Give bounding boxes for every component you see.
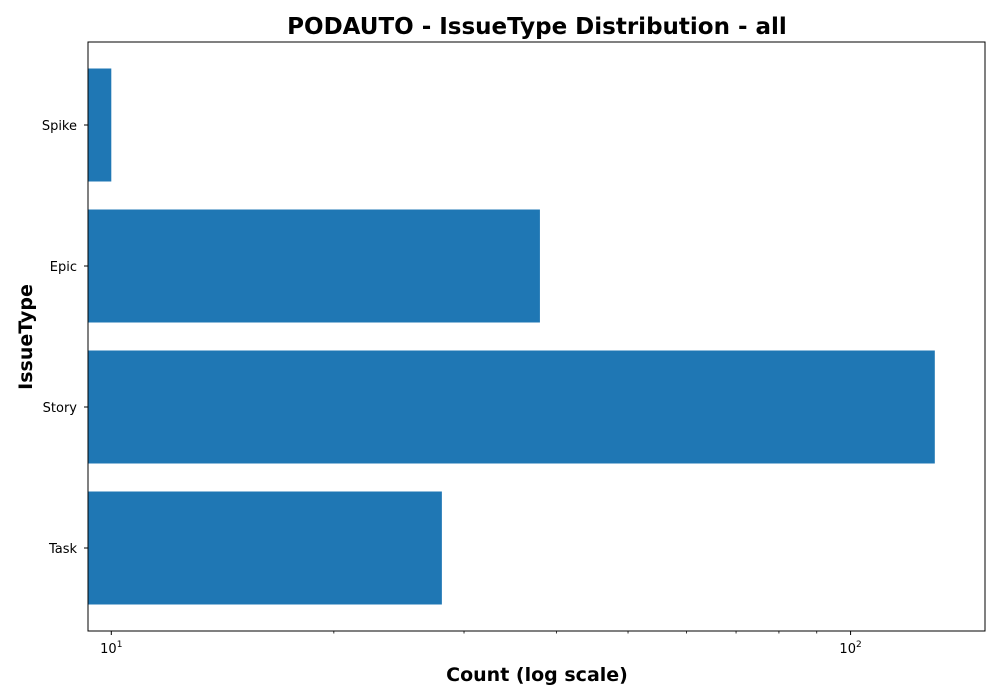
chart-title: PODAUTO - IssueType Distribution - all [287, 14, 787, 40]
y-axis: Task Story Epic Spike [42, 119, 88, 557]
x-axis-label: Count (log scale) [446, 664, 628, 686]
y-tick-label: Task [48, 542, 78, 557]
bar-spike [88, 68, 112, 182]
x-tick-label: 102 [839, 640, 861, 657]
bar-story [88, 350, 935, 464]
y-tick-label: Spike [42, 119, 77, 134]
x-axis: 101 102 [100, 631, 862, 657]
y-axis-label: IssueType [15, 284, 37, 390]
bar-epic [88, 209, 540, 323]
bars-group [88, 68, 935, 605]
y-tick-label: Epic [50, 260, 77, 275]
bar-task [88, 491, 442, 605]
x-tick-label: 101 [100, 640, 122, 657]
y-tick-label: Story [43, 401, 78, 416]
plot-frame [87, 41, 986, 632]
